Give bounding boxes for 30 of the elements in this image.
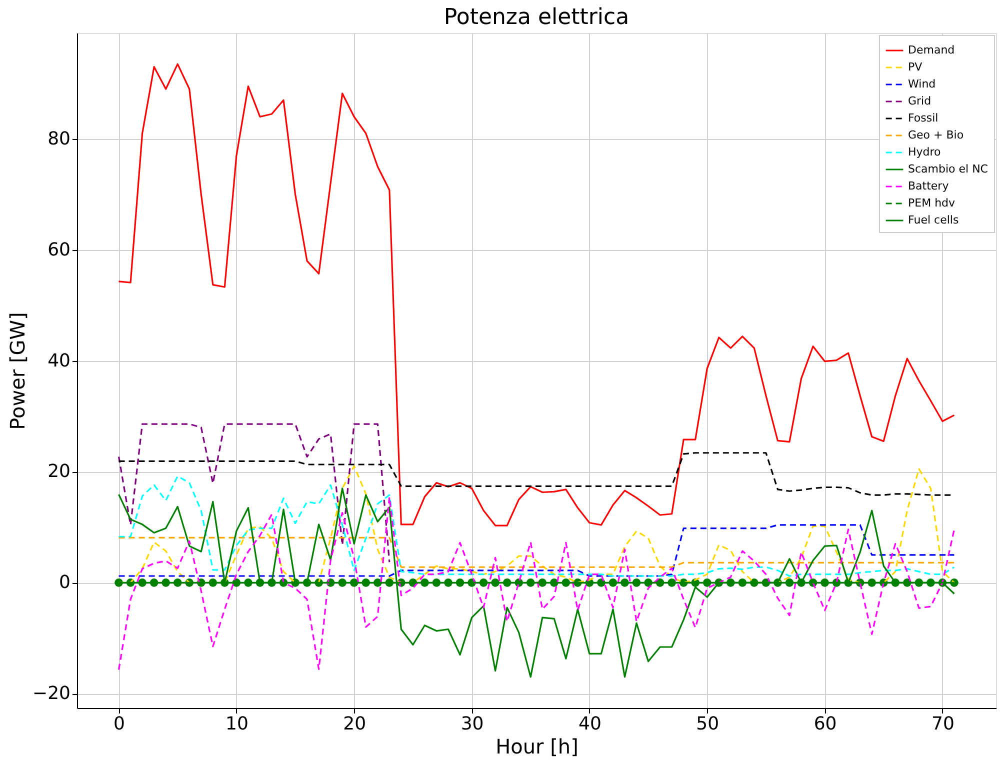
x-axis-title: Hour [h] <box>496 734 578 758</box>
x-tick-label: 0 <box>114 714 125 734</box>
x-tick-label: 70 <box>932 714 954 734</box>
line-series <box>118 524 956 577</box>
legend-label: Hydro <box>908 146 942 158</box>
y-tick-label: 60 <box>48 239 70 260</box>
x-tick-label: 30 <box>460 714 484 734</box>
y-tick-label: 20 <box>48 461 70 482</box>
legend-label: PEM hdv <box>908 196 956 210</box>
legend-label: Wind <box>908 78 936 90</box>
legend-label: Geo + Bio <box>908 128 964 142</box>
y-tick-label: 0 <box>59 572 70 594</box>
x-tick-label: 40 <box>578 714 602 734</box>
y-tick-label: 80 <box>48 128 70 150</box>
y-tick-label: 40 <box>48 350 70 372</box>
legend-label: PV <box>908 60 923 74</box>
legend-label: Demand <box>908 44 955 56</box>
y-axis-title: Power [GW] <box>6 312 30 430</box>
x-tick-label: 60 <box>814 714 837 734</box>
x-tick-label: 20 <box>343 714 366 734</box>
y-tick-label: −20 <box>32 683 70 704</box>
legend-label: Fossil <box>908 112 938 124</box>
x-tick-label: 50 <box>696 714 720 734</box>
legend-label: Grid <box>908 94 932 108</box>
legend-label: Battery <box>908 180 950 192</box>
legend-label: Fuel cells <box>908 214 959 226</box>
x-tick-label: 10 <box>225 714 248 734</box>
legend-label: Scambio el NC <box>908 162 988 176</box>
chart-title: Potenza elettrica <box>444 5 630 30</box>
line-series <box>118 423 390 563</box>
